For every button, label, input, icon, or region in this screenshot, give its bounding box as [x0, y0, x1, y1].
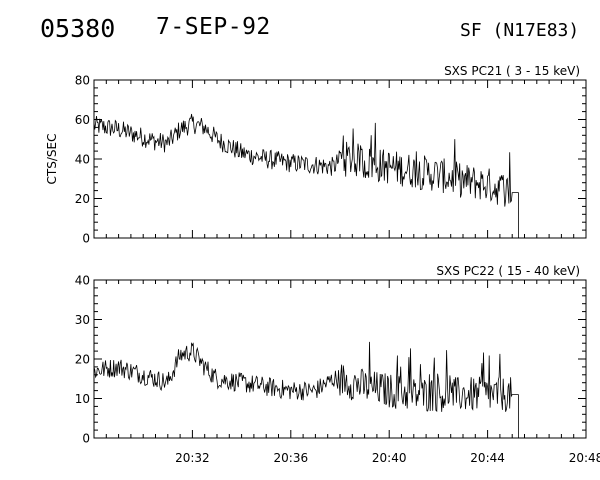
- y-tick-label: 10: [75, 392, 90, 406]
- y-tick-label: 30: [75, 313, 90, 327]
- y-tick-label: 0: [82, 432, 90, 446]
- plot-frame: [93, 279, 587, 439]
- panel-pc21: SXS PC21 ( 3 - 15 keV) 0 20 40 60 80 CTS/SEC: [45, 64, 587, 246]
- plot-frame: [93, 79, 587, 239]
- x-tick-label: 20:32: [175, 451, 210, 465]
- y-tick-label: 20: [75, 353, 90, 367]
- y-tick-label: 80: [75, 74, 90, 88]
- y-tick-label: 40: [75, 153, 90, 167]
- panel-pc22: SXS PC22 ( 15 - 40 keV) 0 10 20 30 40 20:32 20:…: [75, 264, 600, 465]
- y-tick-label: 40: [75, 274, 90, 288]
- panel-title: SXS PC21 ( 3 - 15 keV): [444, 64, 580, 78]
- y-tick-label: 0: [82, 232, 90, 246]
- x-tick-label: 20:44: [470, 451, 505, 465]
- x-tick-label: 20:36: [274, 451, 309, 465]
- panel-title: SXS PC22 ( 15 - 40 keV): [436, 264, 580, 278]
- series-line: [93, 113, 519, 238]
- flare-location: SF (N17E83): [460, 20, 580, 41]
- y-axis-label: CTS/SEC: [45, 134, 59, 185]
- x-tick-label: 20:48: [569, 451, 600, 465]
- event-id: 05380: [40, 14, 116, 43]
- y-tick-label: 60: [75, 113, 90, 127]
- event-date: 7-SEP-92: [156, 14, 271, 40]
- y-tick-label: 20: [75, 192, 90, 206]
- x-tick-label: 20:40: [372, 451, 407, 465]
- series-line: [93, 341, 519, 438]
